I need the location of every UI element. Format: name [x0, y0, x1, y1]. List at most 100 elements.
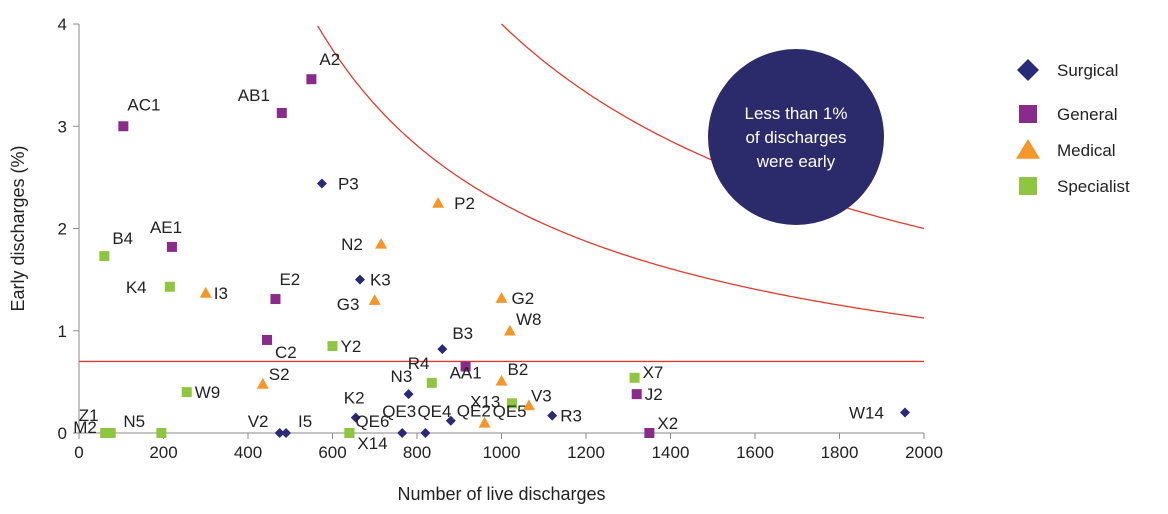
- point-label-b3: B3: [452, 324, 473, 343]
- point-label-ae1: AE1: [150, 218, 182, 237]
- legend-marker-surgical: [1017, 59, 1039, 81]
- point-label-b4: B4: [112, 229, 133, 248]
- annotation-text-line: were early: [756, 152, 836, 171]
- point-label-ab1: AB1: [238, 86, 270, 105]
- data-points: [99, 74, 910, 438]
- point-label-r3: R3: [560, 407, 582, 426]
- annotation-bubble: Less than 1% of discharges were early: [708, 49, 884, 225]
- point-label-v2: V2: [248, 412, 269, 431]
- point-label-qe6: QE6: [355, 412, 389, 431]
- point-label-x2: X2: [657, 414, 678, 433]
- marker-specialist-n5: [156, 428, 167, 438]
- point-label-k2: K2: [344, 389, 365, 408]
- point-label-j2: J2: [645, 385, 663, 404]
- point-labels: P3 K3 B3 N3 K2 QE3 QE4 QE2 R3 V2 I5 W14 A2 AB1 AC1 AE1 E…: [73, 50, 884, 453]
- x-tick-label: 1000: [483, 443, 521, 462]
- point-label-n2: N2: [341, 235, 363, 254]
- marker-surgical-qe4: [420, 428, 431, 438]
- marker-general-ac1: [118, 121, 129, 132]
- point-label-ac1: AC1: [127, 95, 160, 114]
- x-axis-title: Number of live discharges: [397, 484, 605, 504]
- x-tick-label: 800: [403, 443, 431, 462]
- point-label-w9: W9: [195, 383, 221, 402]
- marker-medical-qe5: [478, 416, 491, 428]
- marker-surgical-v2: [274, 428, 285, 438]
- annotation-text-line: of discharges: [745, 128, 846, 147]
- marker-general-aa1: [460, 361, 471, 372]
- x-tick-label: 200: [149, 443, 177, 462]
- y-tick-label: 1: [58, 322, 67, 341]
- marker-specialist-w9: [181, 387, 192, 398]
- point-label-s2: S2: [269, 365, 290, 384]
- y-axis-title: Early discharges (%): [8, 145, 28, 311]
- point-label-w14: W14: [849, 404, 884, 423]
- point-label-n5: N5: [123, 412, 145, 431]
- reference-curve-2: [317, 25, 925, 319]
- marker-medical-i3: [199, 286, 212, 298]
- point-label-k3: K3: [370, 271, 391, 290]
- x-tick-label: 0: [74, 443, 83, 462]
- marker-specialist-b4: [99, 251, 110, 262]
- marker-medical-g2: [495, 292, 508, 303]
- marker-surgical-k2: [350, 412, 361, 423]
- point-label-v3: V3: [531, 386, 552, 405]
- point-label-g2: G2: [512, 289, 535, 308]
- point-label-qe2: QE2: [457, 402, 491, 421]
- marker-specialist-x14: [344, 428, 355, 438]
- point-label-r4: R4: [408, 354, 430, 373]
- legend-label-specialist: Specialist: [1057, 177, 1130, 196]
- point-label-qe5: QE5: [493, 402, 527, 421]
- annotation-text-line: Less than 1%: [744, 104, 847, 123]
- point-label-z1: Z1: [79, 406, 99, 425]
- point-label-i5: I5: [298, 412, 312, 431]
- point-label-m2: M2: [73, 418, 97, 437]
- y-tick-label: 0: [58, 424, 67, 443]
- legend-marker-specialist: [1019, 177, 1037, 195]
- marker-specialist-r4: [426, 377, 437, 388]
- marker-specialist-x13: [507, 398, 518, 409]
- point-label-p2: P2: [454, 194, 475, 213]
- marker-surgical-n3: [403, 389, 414, 400]
- marker-general-a2: [306, 74, 317, 85]
- marker-general-j2: [631, 389, 642, 400]
- marker-medical-g3: [368, 294, 381, 305]
- point-label-w8: W8: [516, 310, 542, 329]
- legend-marker-general: [1019, 105, 1037, 123]
- y-tick-label: 3: [58, 117, 67, 136]
- marker-surgical-r3: [547, 410, 558, 421]
- marker-medical-p2: [432, 196, 445, 208]
- y-tick-label: 2: [58, 220, 67, 239]
- x-tick-label: 2000: [905, 443, 943, 462]
- point-label-n3: N3: [391, 367, 413, 386]
- marker-surgical-k3: [354, 274, 365, 285]
- point-label-p3: P3: [338, 175, 359, 194]
- point-label-i3: I3: [214, 284, 228, 303]
- marker-medical-n2: [375, 237, 388, 249]
- legend-label-medical: Medical: [1057, 141, 1116, 160]
- marker-specialist-y2: [327, 341, 338, 352]
- marker-specialist-m2: [100, 428, 111, 438]
- legend-label-surgical: Surgical: [1057, 61, 1118, 80]
- x-tick-label: 1400: [652, 443, 690, 462]
- marker-specialist-k4: [164, 281, 175, 292]
- marker-surgical-i5: [281, 428, 292, 438]
- point-label-qe4: QE4: [417, 402, 451, 421]
- marker-surgical-p3: [316, 178, 327, 189]
- legend-label-general: General: [1057, 105, 1117, 124]
- x-tick-label: 600: [318, 443, 346, 462]
- point-label-x13: X13: [470, 392, 500, 411]
- x-tick-label: 1800: [821, 443, 859, 462]
- point-label-g3: G3: [337, 295, 360, 314]
- marker-surgical-qe2: [445, 415, 456, 426]
- legend-marker-medical: [1016, 139, 1040, 159]
- legend: Surgical General Medical Specialist: [1016, 59, 1130, 196]
- point-label-k4: K4: [126, 278, 147, 297]
- marker-specialist-z1: [105, 428, 116, 438]
- marker-general-ab1: [276, 107, 287, 118]
- marker-medical-s2: [256, 377, 269, 389]
- x-tick-label: 1200: [567, 443, 605, 462]
- marker-general-ae1: [166, 241, 177, 252]
- marker-general-c2: [262, 334, 273, 345]
- marker-surgical-qe3: [397, 428, 408, 438]
